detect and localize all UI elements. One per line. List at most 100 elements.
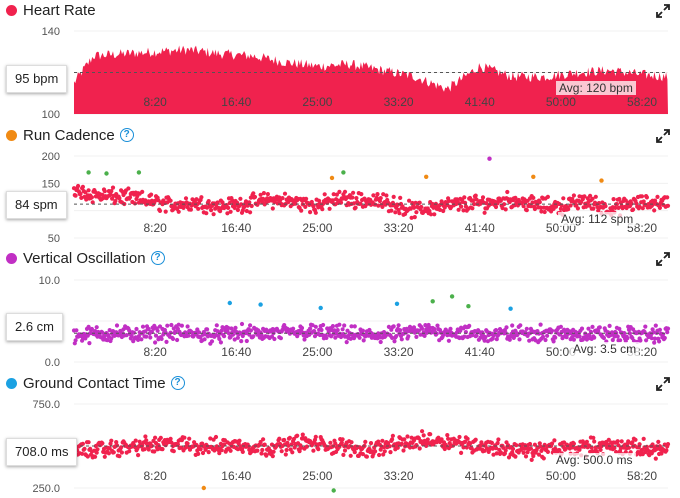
data-point <box>446 436 451 441</box>
x-tick-label: 16:40 <box>221 95 251 109</box>
data-point <box>339 440 344 445</box>
data-point <box>616 443 621 448</box>
data-point <box>176 322 181 327</box>
data-point <box>396 207 401 213</box>
data-point <box>568 203 573 208</box>
data-point <box>270 206 275 211</box>
data-point <box>200 450 206 456</box>
x-tick-label: 8:20 <box>143 345 167 359</box>
data-point <box>171 449 176 454</box>
data-point <box>330 324 335 329</box>
data-point <box>239 339 244 344</box>
data-point <box>287 435 292 440</box>
expand-icon[interactable] <box>656 129 670 143</box>
data-point <box>398 195 403 200</box>
data-point <box>109 336 114 341</box>
data-point <box>558 206 564 211</box>
expand-icon[interactable] <box>656 4 670 18</box>
data-point <box>80 451 85 456</box>
data-point <box>519 200 525 205</box>
data-point <box>313 210 318 215</box>
data-point <box>232 337 237 342</box>
expand-icon[interactable] <box>656 377 670 391</box>
data-point <box>215 200 220 205</box>
data-point <box>259 451 264 456</box>
data-point <box>601 335 607 341</box>
data-point <box>378 339 383 345</box>
outlier-point <box>466 304 471 309</box>
data-point <box>368 441 374 446</box>
help-icon[interactable]: ? <box>150 251 165 265</box>
data-point <box>510 323 515 328</box>
data-point <box>513 195 518 200</box>
data-point <box>73 338 78 343</box>
data-point <box>228 448 233 453</box>
data-point <box>626 445 632 450</box>
data-point <box>233 325 238 330</box>
data-point <box>597 325 602 330</box>
data-point <box>480 195 486 200</box>
data-point <box>376 439 381 444</box>
vertical-oscillation-title: Vertical Oscillation <box>23 249 146 267</box>
data-point <box>351 336 357 341</box>
data-point <box>114 323 120 328</box>
data-point <box>445 433 450 438</box>
data-point <box>146 326 151 332</box>
data-point <box>100 330 105 335</box>
data-point <box>316 447 321 452</box>
data-point <box>299 445 304 450</box>
data-point <box>100 192 105 197</box>
outlier-point <box>86 170 91 175</box>
data-point <box>143 434 148 439</box>
data-point <box>287 331 292 336</box>
data-point <box>313 434 318 439</box>
outlier-point <box>508 306 513 311</box>
data-point <box>319 327 324 333</box>
data-point <box>371 193 376 198</box>
y-tick-label: 100 <box>42 109 60 121</box>
data-point <box>113 198 118 204</box>
x-tick-label: 58:20 <box>627 469 657 483</box>
data-point <box>295 433 300 438</box>
data-point <box>518 323 523 328</box>
data-point <box>428 212 434 217</box>
help-icon[interactable]: ? <box>170 376 185 390</box>
help-icon[interactable]: ? <box>119 128 134 142</box>
data-point <box>127 195 133 200</box>
data-point <box>626 439 631 444</box>
outlier-point <box>331 488 336 493</box>
data-point <box>140 324 146 329</box>
data-point <box>523 454 529 459</box>
data-point <box>332 328 337 333</box>
data-point <box>74 328 79 333</box>
data-point <box>248 210 253 215</box>
data-point <box>222 334 227 339</box>
expand-icon[interactable] <box>656 252 670 266</box>
outlier-point <box>531 174 536 179</box>
data-point <box>280 196 285 201</box>
data-point <box>376 203 381 208</box>
data-point <box>333 441 338 446</box>
data-point <box>169 322 174 328</box>
data-point <box>258 439 263 445</box>
data-point <box>419 204 424 210</box>
data-point <box>259 332 264 338</box>
data-point <box>350 195 355 200</box>
data-point <box>87 341 92 346</box>
data-point <box>579 326 585 331</box>
outlier-point <box>136 170 142 175</box>
x-tick-label: 8:20 <box>143 95 167 109</box>
data-point <box>131 330 137 335</box>
y-tick-label: 140 <box>42 26 60 38</box>
data-point <box>304 444 309 449</box>
x-tick-label: 8:20 <box>143 469 167 483</box>
data-point <box>561 334 566 339</box>
data-point <box>205 327 210 332</box>
data-point <box>406 334 411 339</box>
data-point <box>270 454 275 459</box>
data-point <box>209 208 214 213</box>
data-point <box>78 191 83 196</box>
data-point <box>657 339 662 344</box>
data-point <box>247 200 252 205</box>
